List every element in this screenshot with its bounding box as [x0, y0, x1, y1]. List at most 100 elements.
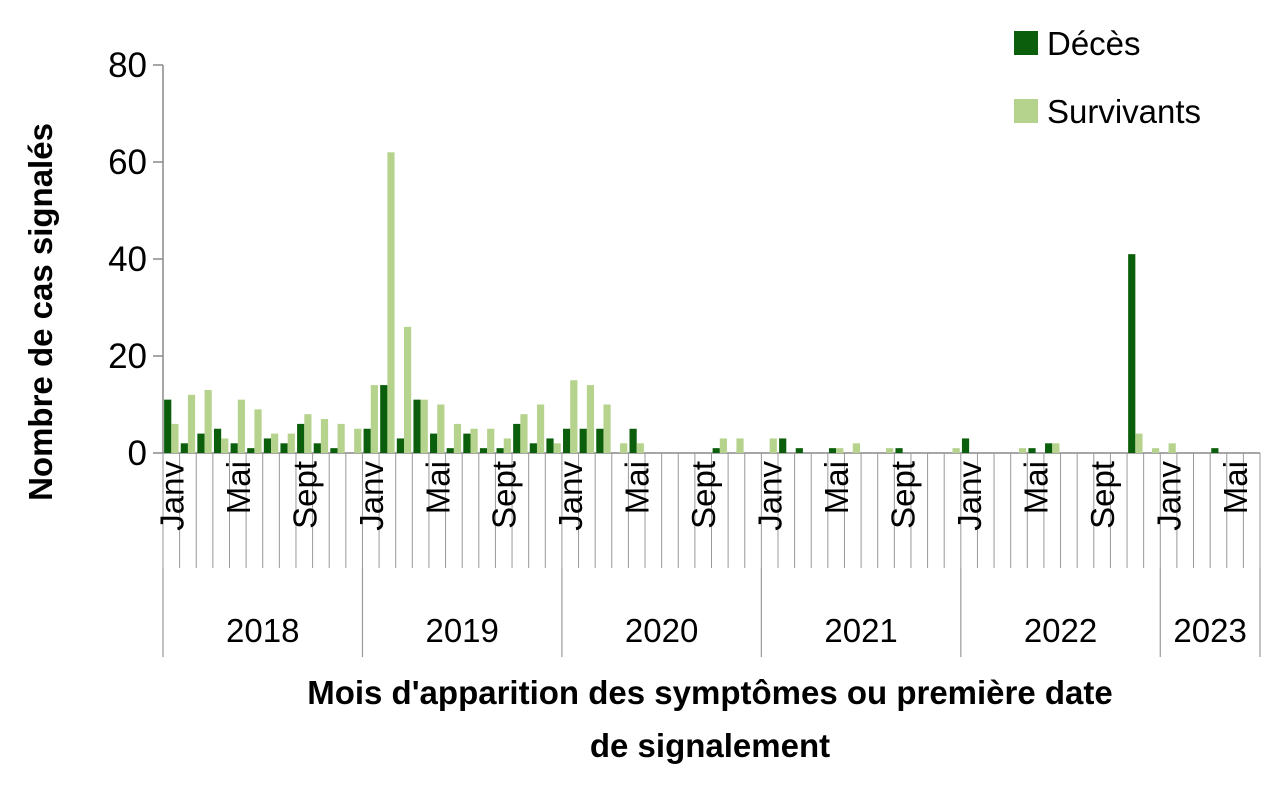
y-axis-title: Nombre de cas signalés — [22, 123, 59, 501]
bar-survivants — [171, 423, 179, 453]
x-month-label: Janv — [153, 461, 190, 531]
x-month-label: Sept — [885, 461, 922, 529]
bar-survivants — [719, 438, 728, 453]
bar-deces — [1028, 448, 1036, 453]
bar-survivants — [952, 448, 960, 453]
bar-survivants — [553, 443, 561, 453]
bar-deces — [230, 443, 238, 453]
x-month-label: Mai — [220, 461, 257, 514]
bar-survivants — [1018, 448, 1027, 453]
legend: Décès Survivants — [1014, 25, 1201, 130]
x-year-label: 2023 — [1173, 612, 1246, 649]
x-month-label: Sept — [1084, 461, 1121, 529]
bar-survivants — [1135, 433, 1143, 453]
bar-survivants — [636, 443, 644, 453]
bar-deces — [413, 399, 421, 453]
x-month-label: Mai — [619, 461, 656, 514]
bar-deces — [396, 438, 405, 453]
bar-deces — [596, 428, 604, 453]
y-tick-label: 80 — [108, 46, 147, 85]
bar-survivants — [271, 433, 279, 453]
bar-deces — [1211, 448, 1219, 453]
legend-swatch-deces — [1014, 31, 1038, 55]
x-year-label: 2018 — [226, 612, 299, 649]
x-year-label: 2019 — [425, 612, 498, 649]
y-tick-label: 60 — [108, 143, 147, 182]
bar-deces — [446, 448, 454, 453]
bar-survivants — [886, 448, 894, 453]
x-month-label: Janv — [552, 461, 589, 531]
bar-survivants — [586, 385, 595, 453]
bar-deces — [430, 433, 438, 453]
bar-survivants — [354, 428, 362, 453]
bar-deces — [895, 448, 903, 453]
legend-label-survivants: Survivants — [1047, 93, 1201, 130]
bar-survivants — [404, 326, 412, 453]
x-month-label: Sept — [486, 461, 523, 529]
bar-survivants — [769, 438, 777, 453]
bar-survivants — [1168, 443, 1176, 453]
bar-deces — [779, 438, 787, 453]
bar-survivants — [437, 404, 445, 453]
bar-survivants — [1151, 448, 1160, 453]
legend-swatch-survivants — [1014, 99, 1038, 123]
x-year-label: 2021 — [824, 612, 897, 649]
x-month-label: Sept — [286, 461, 323, 529]
bar-survivants — [536, 404, 545, 453]
bar-deces — [579, 428, 587, 453]
x-year-label: 2020 — [625, 612, 698, 649]
bars — [164, 152, 1219, 454]
x-month-label: Mai — [818, 461, 855, 514]
bar-survivants — [487, 428, 495, 453]
bar-survivants — [453, 423, 462, 453]
bar-survivants — [570, 380, 578, 453]
bar-deces — [1045, 443, 1053, 453]
bar-deces — [546, 438, 554, 453]
bar-survivants — [603, 404, 611, 453]
bar-deces — [479, 448, 488, 453]
bar-deces — [164, 399, 172, 453]
bar-survivants — [836, 448, 844, 453]
bar-survivants — [736, 438, 744, 453]
y-tick-label: 0 — [128, 434, 147, 473]
bar-deces — [795, 448, 803, 453]
bar-deces — [197, 433, 205, 453]
bar-deces — [180, 443, 188, 453]
x-axis-title-line-2: de signalement — [590, 727, 830, 764]
bar-deces — [1128, 254, 1136, 453]
bar-deces — [496, 448, 504, 453]
bar-deces — [961, 438, 970, 453]
bar-survivants — [503, 438, 511, 453]
legend-label-deces: Décès — [1047, 25, 1141, 62]
bar-deces — [363, 428, 371, 453]
bar-deces — [513, 423, 521, 453]
bar-deces — [828, 448, 837, 453]
bar-survivants — [370, 385, 378, 453]
bar-survivants — [221, 438, 229, 453]
bar-survivants — [337, 423, 345, 453]
bar-deces — [297, 423, 305, 453]
bar-survivants — [470, 428, 478, 453]
bar-survivants — [254, 409, 262, 453]
bar-deces — [712, 448, 720, 453]
bar-deces — [463, 433, 471, 453]
bar-survivants — [237, 399, 245, 453]
bar-deces — [263, 438, 272, 453]
x-month-label: Janv — [951, 461, 988, 531]
bar-survivants — [387, 152, 395, 454]
bar-survivants — [420, 399, 428, 453]
x-month-label: Sept — [685, 461, 722, 529]
x-month-label: Janv — [752, 461, 789, 531]
y-tick-label: 20 — [108, 337, 147, 376]
bar-deces — [629, 428, 637, 453]
bar-survivants — [620, 443, 628, 453]
bar-survivants — [204, 389, 212, 453]
axes — [153, 64, 1261, 657]
x-axis-title-line-1: Mois d'apparition des symptômes ou premi… — [307, 674, 1113, 711]
bar-survivants — [187, 394, 196, 453]
x-month-label: Janv — [1151, 461, 1188, 531]
x-month-label: Mai — [1217, 461, 1254, 514]
x-year-label: 2022 — [1024, 612, 1097, 649]
bar-deces — [313, 443, 321, 453]
